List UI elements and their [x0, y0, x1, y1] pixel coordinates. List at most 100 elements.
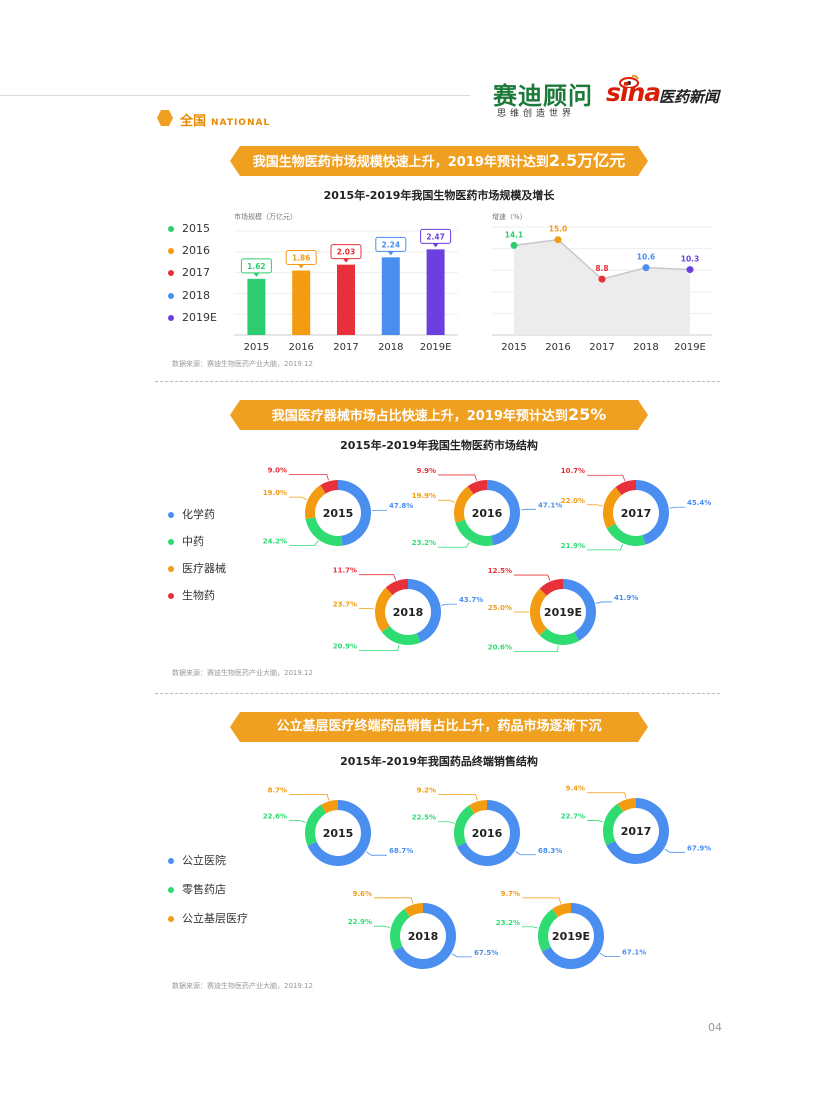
section-en: NATIONAL — [211, 118, 271, 128]
donut-slice — [617, 798, 636, 812]
legend-item: 2015 — [168, 222, 210, 235]
donut-hole — [385, 589, 431, 635]
donut-hole — [613, 808, 659, 854]
leader-line — [289, 496, 307, 500]
legend-label: 化学药 — [182, 508, 215, 521]
y-axis-label: 市场规模（万亿元） — [234, 212, 297, 221]
data-label: 45.4% — [687, 499, 711, 507]
legend-label: 2016 — [182, 244, 210, 257]
legend-dot — [168, 315, 174, 321]
data-label-pointer — [343, 258, 349, 263]
section-divider — [155, 381, 720, 382]
data-point — [554, 236, 562, 244]
bar — [292, 270, 311, 335]
donut-slice — [539, 579, 563, 596]
leader-line — [438, 821, 455, 824]
data-point — [642, 264, 650, 272]
donut-slice — [539, 628, 580, 645]
terminal-sales-donuts: 68.7% 22.6% 8.7% 2015 68.3% 22.5% 9.2% 2016 67.9… — [263, 785, 711, 969]
donut-slice — [390, 908, 410, 951]
donut-hole — [400, 913, 446, 959]
donut-slice — [468, 800, 487, 814]
x-tick-label: 2019E — [674, 342, 706, 353]
legend-dot — [168, 566, 174, 572]
data-label-pointer — [253, 272, 260, 277]
donut-hole — [548, 913, 594, 959]
banner-1-highlight: 2.5万亿元 — [548, 151, 626, 170]
leader-line — [441, 603, 457, 606]
data-label-pointer — [432, 243, 439, 248]
banner-2-text: 我国医疗器械市场占比快速上升，2019年预计达到25% — [230, 400, 648, 430]
donut-hole — [315, 810, 361, 856]
donut-slice — [541, 903, 604, 969]
data-label: 22.6% — [263, 813, 287, 821]
leader-line — [587, 474, 626, 482]
leader-line — [520, 508, 536, 511]
legend-item: 2017 — [168, 266, 210, 279]
data-label: 14.1 — [505, 230, 524, 239]
source-note-1: 数据来源：赛迪生物医药产业大脑，2019.12 — [172, 360, 313, 368]
leader-line — [438, 794, 478, 801]
legend-item: 公立基层医疗 — [168, 910, 248, 926]
bar — [381, 257, 400, 335]
legend-label: 2019E — [182, 311, 217, 324]
legend-label: 中药 — [182, 535, 204, 548]
donut-slice — [563, 579, 596, 641]
data-label: 9.6% — [353, 890, 372, 898]
donut-center-label: 2018 — [408, 930, 439, 943]
data-label: 15.0 — [549, 225, 568, 234]
donut-slice — [606, 798, 669, 864]
data-label: 23.7% — [333, 600, 357, 608]
brand-tagline: 思维创造世界 — [497, 109, 576, 119]
donut-hole — [613, 490, 659, 536]
legend-item: 中药 — [168, 533, 204, 549]
legend-label: 零售药店 — [182, 883, 226, 896]
page-number: 04 — [708, 1021, 722, 1034]
legend-label: 生物药 — [182, 589, 215, 602]
section-divider — [155, 693, 720, 694]
leader-line — [374, 925, 391, 929]
donut-center-label: 2019E — [552, 930, 590, 943]
data-label: 68.7% — [389, 847, 413, 855]
banner-1 — [230, 146, 648, 176]
section-heading: 全国 NATIONAL — [180, 110, 270, 129]
bar — [337, 264, 355, 335]
leader-line — [664, 848, 685, 853]
bar — [247, 278, 266, 335]
legend-label: 公立医院 — [182, 854, 226, 867]
donut-slice — [338, 480, 372, 546]
donut-slice — [456, 800, 520, 866]
donut-slice — [393, 903, 457, 969]
data-point — [598, 275, 606, 283]
data-label: 68.3% — [538, 847, 562, 855]
x-tick-label: 2016 — [288, 342, 313, 353]
data-label: 47.8% — [389, 502, 413, 510]
leader-line — [359, 607, 375, 610]
data-label: 67.5% — [474, 949, 498, 957]
data-label: 25.0% — [488, 604, 512, 612]
x-tick-label: 2017 — [589, 342, 614, 353]
legend-item: 2018 — [168, 289, 210, 302]
donut-slice — [404, 903, 423, 918]
donut-slice — [408, 579, 441, 643]
donut-center-label: 2018 — [393, 606, 424, 619]
data-label: 43.7% — [459, 596, 483, 604]
donut-slice — [487, 480, 520, 546]
banner-3-text: 公立基层医疗终端药品销售占比上升，药品市场逐渐下沉 — [230, 712, 648, 742]
legend-item: 2016 — [168, 244, 210, 257]
donut-slice — [455, 519, 494, 546]
leader-line — [515, 851, 536, 856]
data-label: 22.0% — [561, 497, 585, 505]
legend-dot — [168, 248, 174, 254]
data-label: 19.9% — [412, 492, 436, 500]
donut-center-label: 2019E — [544, 606, 582, 619]
banner-1-text: 我国生物医药市场规模快速上升，2019年预计达到2.5万亿元 — [230, 146, 648, 176]
legend-dot — [168, 887, 174, 893]
donut-slice — [381, 625, 421, 645]
data-label: 47.1% — [538, 501, 562, 509]
legend-dot — [168, 858, 174, 864]
leader-line — [587, 544, 624, 551]
data-label: 9.0% — [268, 467, 287, 475]
source-note-2: 数据来源：赛迪生物医药产业大脑，2019.12 — [172, 669, 313, 677]
x-tick-label: 2018 — [378, 342, 403, 353]
